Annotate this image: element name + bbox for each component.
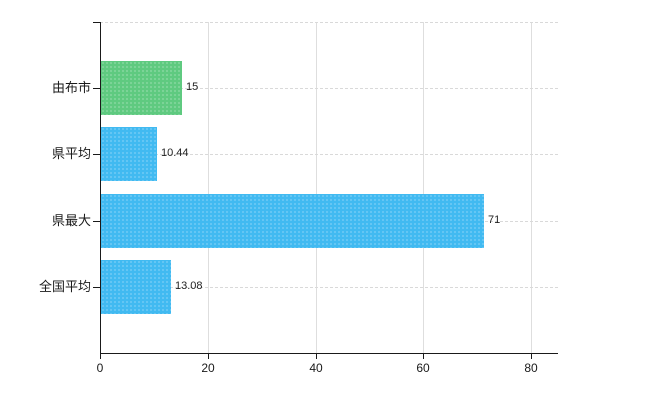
x-axis-tick — [208, 354, 209, 359]
x-axis-tick-label: 80 — [524, 361, 538, 375]
x-axis-tick — [316, 354, 317, 359]
vertical-gridline — [207, 22, 209, 353]
bar-3 — [101, 260, 171, 314]
category-label: 県平均 — [51, 146, 91, 161]
y-axis-top-tick — [93, 22, 100, 23]
bar-1 — [101, 127, 157, 181]
y-axis-tick — [93, 221, 100, 222]
y-axis-tick — [93, 154, 100, 155]
category-label: 全国平均 — [38, 279, 91, 294]
y-axis — [100, 22, 101, 354]
vertical-gridline — [531, 22, 532, 353]
vertical-gridline — [423, 22, 425, 353]
bar-2 — [101, 194, 484, 248]
horizontal-gridline — [100, 286, 558, 288]
bar-value-label: 71 — [488, 214, 501, 226]
bar-value-label: 15 — [186, 81, 199, 93]
x-axis-tick-label: 0 — [96, 361, 104, 375]
x-axis-tick-label: 60 — [416, 361, 430, 375]
category-label: 県最大 — [51, 213, 91, 228]
y-axis-tick — [93, 88, 100, 89]
x-axis-tick — [531, 354, 532, 359]
x-axis-tick — [423, 354, 424, 359]
horizontal-gridline — [100, 88, 558, 90]
category-label: 由布市 — [51, 80, 91, 95]
horizontal-gridline — [100, 22, 558, 23]
horizontal-gridline — [100, 154, 558, 156]
y-axis-tick — [93, 287, 100, 288]
bar-value-label: 13.08 — [175, 280, 203, 292]
x-axis-tick — [100, 354, 101, 359]
bar-value-label: 10.44 — [161, 147, 189, 159]
bar-0 — [101, 61, 182, 115]
vertical-gridline — [315, 22, 317, 353]
x-axis-tick-label: 20 — [201, 361, 215, 375]
x-axis-tick-label: 40 — [309, 361, 323, 375]
x-axis — [100, 353, 558, 354]
